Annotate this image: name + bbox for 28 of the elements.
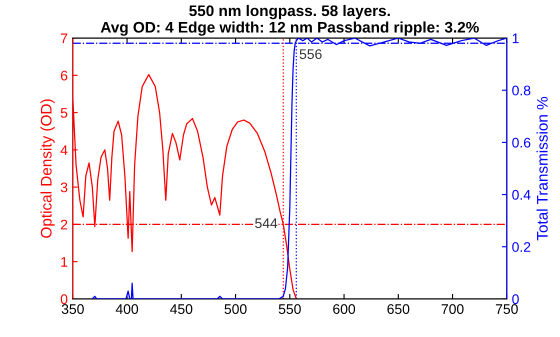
x-tick-label: 650	[387, 304, 410, 314]
y2-axis-title: Total Transmission %	[536, 96, 548, 240]
x-tick-label: 600	[333, 304, 356, 314]
annotation: 556	[300, 49, 322, 60]
x-tick-label: 400	[116, 304, 138, 314]
y-tick-label: 5	[60, 108, 68, 118]
x-tick-label: 500	[224, 304, 247, 314]
y-tick-label: 7	[60, 34, 68, 44]
y2-tick-label: 0	[512, 294, 519, 304]
y-tick-label: 0	[60, 294, 68, 304]
y-tick-label: 6	[60, 70, 68, 81]
y-tick-label: 4	[60, 145, 68, 155]
y-tick-label: 1	[61, 257, 68, 267]
x-tick-label: 700	[442, 304, 464, 314]
x-tick-label: 550	[278, 304, 301, 314]
chart-title: 550 nm longpass. 58 layers. Avg OD: 4 Edge width: 12 nm Passband ripple: 3.2%	[100, 4, 479, 36]
y-tick-label: 3	[60, 182, 68, 192]
annotation: 544	[255, 218, 278, 228]
x-tick-label: 450	[170, 304, 192, 314]
y-axis-title: Optical Density (OD)	[40, 99, 55, 238]
y2-tick-label: 0.2	[512, 242, 530, 252]
y2-tick-label: 0.8	[512, 86, 530, 96]
x-tick-label: 750	[496, 304, 518, 314]
y-tick-label: 2	[60, 220, 68, 230]
y2-tick-label: 0.6	[512, 138, 530, 148]
y2-tick-label: 1	[512, 34, 519, 44]
x-tick-label: 350	[62, 304, 84, 314]
y2-tick-label: 0.4	[512, 190, 531, 200]
